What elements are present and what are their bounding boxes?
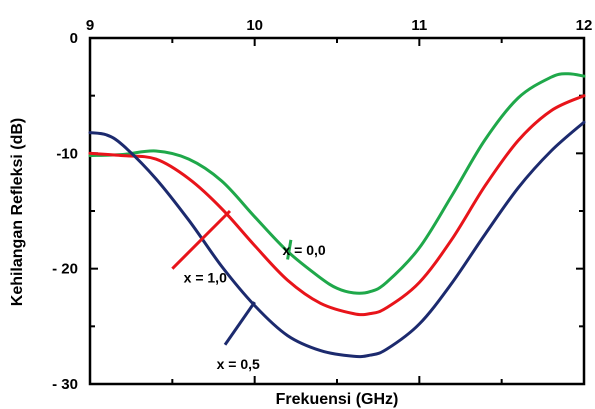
axis-layer: 9 10 11 12 0 -10 - 20 - 30 [52, 17, 592, 393]
x-tick-label: 9 [86, 17, 94, 34]
y-tick-label: -10 [56, 145, 78, 162]
annotation-pointer-3 [223, 301, 256, 346]
y-tick-label: - 30 [52, 376, 78, 393]
plot-frame [88, 36, 586, 386]
series-layer [88, 72, 586, 359]
annotation-label-2: x = 1,0 [184, 270, 227, 286]
x-axis-title: Frekuensi (GHz) [276, 391, 399, 408]
y-tick-label: 0 [70, 30, 78, 47]
x-tick-label: 10 [246, 17, 263, 34]
y-tick-label: - 20 [52, 261, 78, 278]
annotation-label-3: x = 0,5 [217, 356, 260, 372]
annotation-pointer-1 [286, 239, 293, 260]
x-tick-label: 12 [576, 17, 593, 34]
series-line-1 [88, 72, 586, 295]
y-axis-title: Kehilangan Refleksi (dB) [9, 118, 26, 306]
series-line-2 [88, 94, 586, 317]
series-line-3 [88, 120, 586, 359]
x-tick-label: 11 [411, 17, 427, 34]
annotation-layer: x = 0,0 x = 1,0 x = 0,5 [171, 209, 326, 372]
annotation-label-1: x = 0,0 [282, 242, 325, 258]
annotation-pointer-2 [171, 209, 232, 270]
